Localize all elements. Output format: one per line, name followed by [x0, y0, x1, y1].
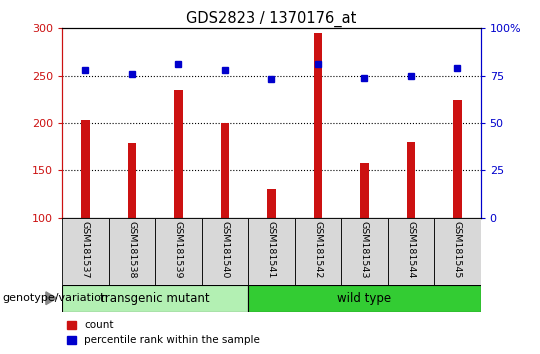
Text: GSM181537: GSM181537: [81, 221, 90, 279]
Bar: [434, 218, 481, 285]
Text: GSM181545: GSM181545: [453, 221, 462, 279]
Bar: [81, 120, 90, 218]
Bar: [295, 218, 341, 285]
Bar: [360, 163, 368, 218]
Text: GSM181539: GSM181539: [174, 221, 183, 279]
Bar: [453, 100, 462, 218]
Text: GSM181542: GSM181542: [313, 221, 322, 279]
Text: GSM181540: GSM181540: [220, 221, 230, 279]
Bar: [267, 189, 275, 218]
Bar: [201, 218, 248, 285]
Text: GSM181541: GSM181541: [267, 221, 276, 279]
Bar: [388, 218, 434, 285]
Text: genotype/variation: genotype/variation: [3, 293, 109, 303]
Bar: [314, 33, 322, 218]
Bar: [221, 123, 229, 218]
Bar: [62, 285, 248, 312]
Text: GSM181543: GSM181543: [360, 221, 369, 279]
Text: GSM181538: GSM181538: [127, 221, 136, 279]
Bar: [155, 218, 201, 285]
Title: GDS2823 / 1370176_at: GDS2823 / 1370176_at: [186, 11, 356, 27]
Bar: [127, 143, 136, 218]
Bar: [248, 285, 481, 312]
Bar: [109, 218, 155, 285]
Bar: [62, 218, 109, 285]
Bar: [248, 218, 295, 285]
Bar: [407, 142, 415, 218]
Text: GSM181544: GSM181544: [407, 221, 415, 279]
Bar: [174, 90, 183, 218]
Text: transgenic mutant: transgenic mutant: [100, 292, 210, 305]
Bar: [341, 218, 388, 285]
Legend: count, percentile rank within the sample: count, percentile rank within the sample: [68, 320, 260, 346]
Text: wild type: wild type: [338, 292, 392, 305]
